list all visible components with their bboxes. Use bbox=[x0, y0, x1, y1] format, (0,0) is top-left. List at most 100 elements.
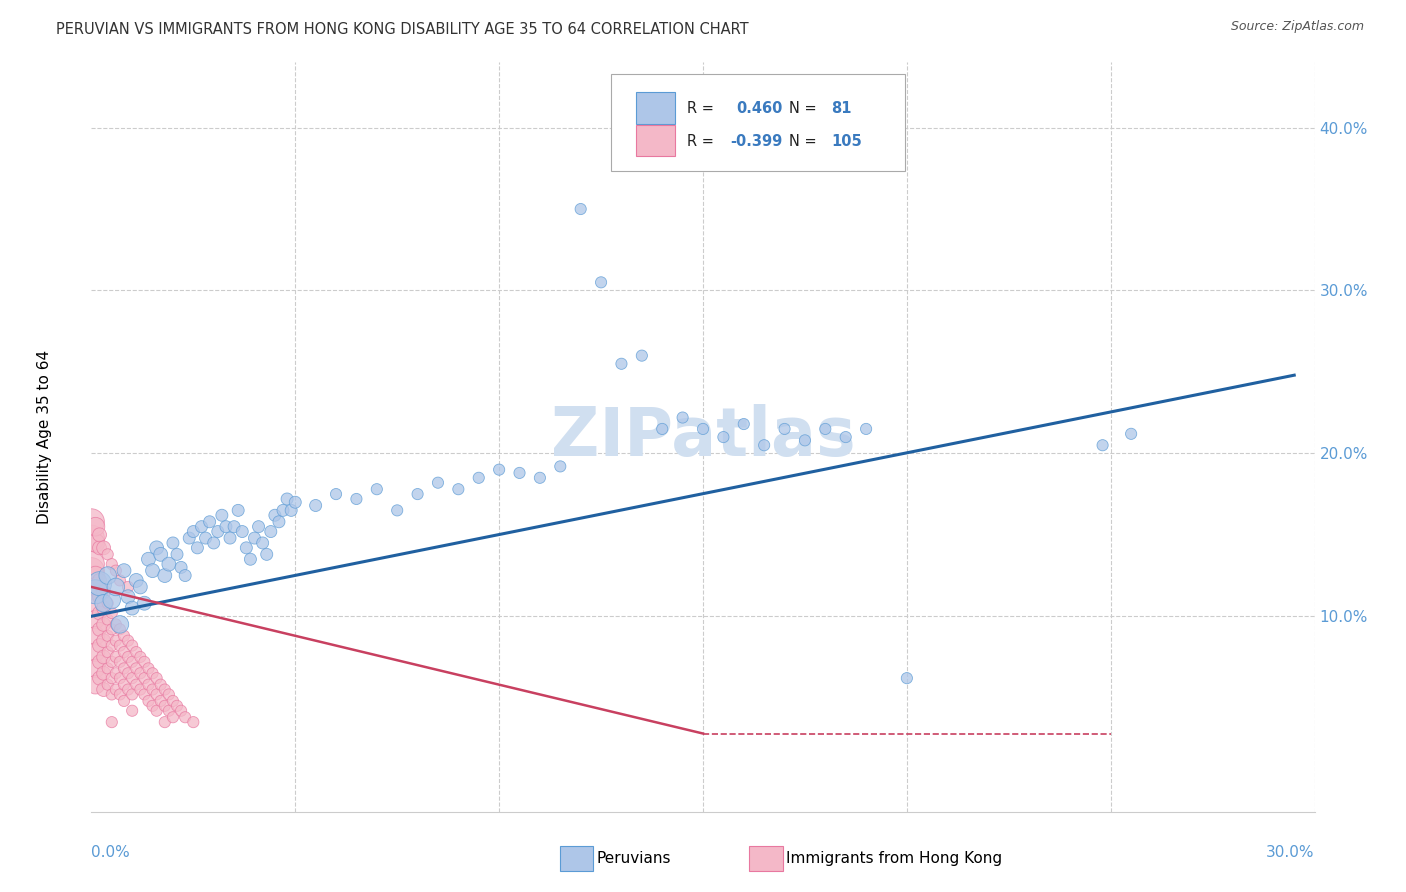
Point bbox=[162, 694, 184, 708]
Point bbox=[835, 430, 858, 444]
Point bbox=[183, 524, 205, 539]
Point bbox=[631, 349, 654, 363]
Point bbox=[129, 666, 152, 681]
Point bbox=[80, 515, 103, 529]
Point bbox=[754, 438, 776, 452]
Point bbox=[121, 688, 143, 702]
Point bbox=[672, 410, 695, 425]
Point bbox=[896, 671, 918, 685]
Point bbox=[104, 633, 127, 648]
Text: 105: 105 bbox=[831, 134, 862, 149]
Point bbox=[121, 655, 143, 669]
Point bbox=[108, 622, 131, 636]
Point bbox=[129, 650, 152, 665]
Point bbox=[101, 671, 124, 685]
Point bbox=[93, 601, 115, 615]
Point bbox=[108, 688, 131, 702]
Point bbox=[101, 622, 124, 636]
Point bbox=[84, 596, 107, 610]
Point bbox=[84, 519, 107, 533]
Point bbox=[276, 491, 298, 506]
Point bbox=[252, 536, 274, 550]
Point bbox=[112, 629, 135, 643]
Point bbox=[112, 645, 135, 659]
Point bbox=[89, 606, 111, 620]
Point bbox=[108, 671, 131, 685]
Point bbox=[125, 645, 148, 659]
Point bbox=[529, 471, 551, 485]
Point bbox=[89, 590, 111, 604]
Point bbox=[112, 678, 135, 692]
Point bbox=[117, 580, 139, 594]
Point bbox=[117, 666, 139, 681]
Point bbox=[264, 508, 287, 523]
Point bbox=[108, 617, 131, 632]
Point bbox=[117, 633, 139, 648]
Point bbox=[773, 422, 796, 436]
Point bbox=[101, 557, 124, 571]
Point bbox=[179, 531, 201, 545]
Point bbox=[304, 499, 326, 513]
Point bbox=[271, 503, 294, 517]
Text: Source: ZipAtlas.com: Source: ZipAtlas.com bbox=[1230, 20, 1364, 33]
Point bbox=[366, 482, 388, 496]
Point bbox=[134, 655, 156, 669]
Text: N =: N = bbox=[789, 102, 817, 116]
Point bbox=[162, 710, 184, 724]
Point bbox=[166, 547, 188, 561]
Point bbox=[84, 568, 107, 582]
Point bbox=[280, 503, 302, 517]
Point bbox=[80, 531, 103, 545]
Point bbox=[117, 682, 139, 697]
Point bbox=[149, 547, 172, 561]
Point bbox=[325, 487, 347, 501]
Point bbox=[149, 694, 172, 708]
Point bbox=[84, 661, 107, 675]
Point bbox=[145, 704, 167, 718]
Point bbox=[207, 524, 229, 539]
Point bbox=[80, 564, 103, 578]
Point bbox=[97, 613, 120, 627]
Point bbox=[89, 655, 111, 669]
Point bbox=[141, 564, 163, 578]
Point bbox=[121, 704, 143, 718]
Point bbox=[89, 622, 111, 636]
Point bbox=[129, 580, 152, 594]
Point bbox=[89, 528, 111, 542]
Point bbox=[104, 580, 127, 594]
Point bbox=[89, 574, 111, 588]
Point bbox=[591, 276, 613, 290]
Point bbox=[215, 519, 238, 533]
Text: ZIPatlas: ZIPatlas bbox=[551, 404, 855, 470]
Point bbox=[1121, 426, 1143, 441]
Point bbox=[406, 487, 429, 501]
Point bbox=[231, 524, 253, 539]
Point bbox=[138, 678, 160, 692]
Point bbox=[101, 593, 124, 607]
Text: R =: R = bbox=[688, 134, 714, 149]
Point bbox=[174, 710, 197, 724]
Point bbox=[247, 519, 270, 533]
Point bbox=[101, 715, 124, 730]
Point bbox=[170, 704, 193, 718]
Point bbox=[97, 678, 120, 692]
Point bbox=[101, 606, 124, 620]
Point bbox=[84, 613, 107, 627]
Point bbox=[190, 519, 212, 533]
Text: N =: N = bbox=[789, 134, 817, 149]
Point bbox=[256, 547, 278, 561]
Point bbox=[93, 584, 115, 599]
Point bbox=[488, 463, 510, 477]
Point bbox=[89, 576, 111, 591]
Text: Immigrants from Hong Kong: Immigrants from Hong Kong bbox=[786, 852, 1002, 866]
Point bbox=[97, 596, 120, 610]
Point bbox=[157, 557, 180, 571]
FancyBboxPatch shape bbox=[636, 93, 675, 124]
Point bbox=[101, 688, 124, 702]
Point bbox=[610, 357, 633, 371]
Point bbox=[385, 503, 409, 517]
Point bbox=[97, 661, 120, 675]
Point bbox=[125, 574, 148, 588]
Point bbox=[101, 655, 124, 669]
Point bbox=[84, 536, 107, 550]
